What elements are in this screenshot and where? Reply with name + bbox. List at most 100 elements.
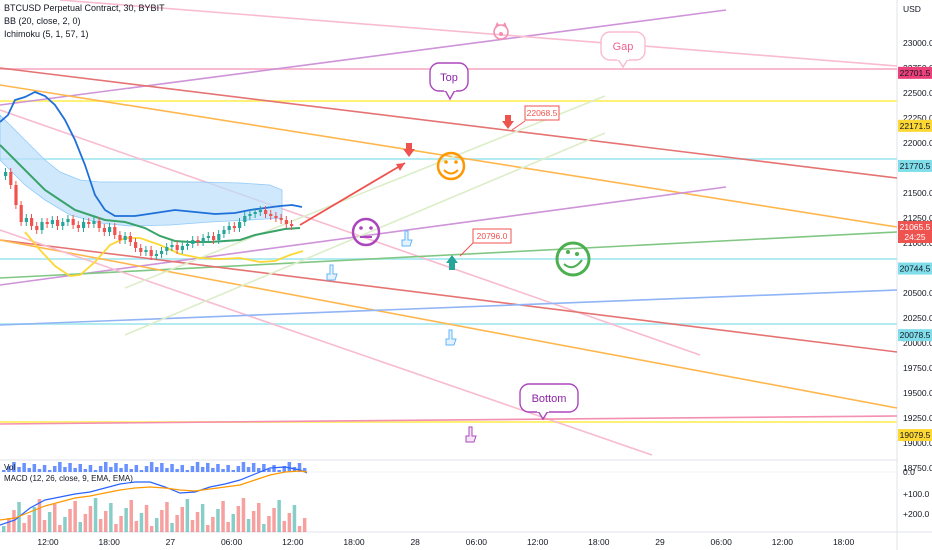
trendline-orange-upper[interactable]	[0, 84, 898, 228]
indicator-bb[interactable]: BB (20, close, 2, 0)	[4, 16, 81, 26]
trendline-orange-lower[interactable]	[0, 239, 898, 409]
candle-body	[253, 212, 257, 214]
channel-line-lower[interactable]	[124, 132, 606, 336]
volume-bar	[78, 522, 82, 532]
volume-bar	[180, 507, 184, 532]
channel-line-upper[interactable]	[124, 95, 606, 289]
volume-bar	[109, 503, 113, 532]
macd-hist-bar	[190, 466, 195, 472]
y-tick-label: 21250.0	[903, 213, 932, 223]
bb-basis-line	[0, 144, 301, 243]
macd-hist-bar	[22, 463, 26, 472]
macd-hist-bar	[155, 467, 159, 472]
macd-hist-bar	[195, 462, 200, 472]
volume-bar	[277, 500, 281, 532]
candle-body	[9, 172, 13, 185]
y-tick-label: 19250.0	[903, 413, 932, 423]
trendline-pink-mid[interactable]	[0, 109, 701, 356]
candle-body	[87, 222, 91, 224]
volume-bar	[104, 511, 108, 532]
macd-hist-bar	[200, 467, 205, 472]
down-arrow-marker-2[interactable]	[502, 115, 514, 129]
projection-arrowhead	[396, 163, 405, 171]
projection-arrow[interactable]	[299, 162, 406, 226]
bb-upper-line	[0, 91, 303, 217]
level-badge-text: 21770.5	[900, 161, 931, 171]
candle-body	[139, 248, 143, 252]
volume-bar	[206, 525, 210, 532]
down-arrow-marker-1[interactable]	[403, 143, 415, 157]
volume-bar	[7, 518, 11, 532]
x-tick-label: 06:00	[221, 537, 243, 547]
indicator-ichimoku[interactable]: Ichimoku (5, 1, 57, 1)	[4, 29, 89, 39]
candle-body	[165, 247, 169, 251]
candle-body	[290, 224, 294, 226]
trendline-pink-bottom[interactable]	[0, 415, 898, 425]
candle-body	[160, 251, 164, 254]
volume-bar	[12, 510, 16, 532]
candle-body	[40, 222, 44, 230]
macd-hist-bar	[160, 463, 164, 472]
candle-body	[196, 240, 200, 242]
volume-bar	[195, 512, 200, 532]
volume-bar	[302, 518, 307, 532]
macd-hist-bar	[144, 466, 149, 472]
time-axis[interactable]: 12:00 18:00 27 06:00 12:00 18:00 28 06:00 12:00 1…	[37, 537, 854, 547]
trendline-blue[interactable]	[0, 289, 898, 326]
candle-body	[128, 236, 132, 242]
trendline-red-upper[interactable]	[0, 67, 898, 179]
candle-body	[243, 216, 247, 222]
macd-axis: 0.0 +100.0 +200.0	[903, 467, 930, 519]
up-arrow-marker[interactable]	[446, 255, 458, 270]
neutral-face-icon[interactable]	[351, 217, 381, 247]
candle-body	[269, 214, 273, 216]
macd-hist-bar	[32, 464, 37, 472]
y-tick-label: 19500.0	[903, 388, 932, 398]
volume-bar	[58, 525, 62, 532]
smile-face-icon[interactable]	[436, 151, 466, 181]
candle-body	[274, 216, 278, 218]
macd-hist-bar	[124, 464, 128, 472]
volume-bar	[73, 501, 77, 532]
volume-bar	[160, 510, 164, 532]
x-tick-label: 12:00	[282, 537, 304, 547]
trendline-purple-upper[interactable]	[0, 9, 727, 106]
macd-hist-bar	[119, 468, 123, 472]
indicator-vol[interactable]: Vol	[4, 463, 16, 472]
volume-bar	[114, 524, 118, 532]
hand-pointer-icon-1[interactable]	[326, 264, 338, 281]
trendline-red-lower[interactable]	[0, 239, 898, 353]
price-tag-22068[interactable]: 22068.5	[511, 105, 560, 131]
candle-body	[232, 226, 236, 228]
annotation-bottom[interactable]: Bottom	[519, 383, 579, 421]
trendline-green[interactable]	[0, 231, 898, 279]
trendline-pink-top[interactable]	[59, 0, 898, 67]
macd-pane[interactable]	[0, 462, 897, 532]
volume-bar	[175, 515, 179, 532]
candles-group	[4, 168, 294, 260]
ichimoku-cloud	[0, 114, 283, 227]
volume-bar	[63, 517, 67, 532]
hand-pointer-icon-2[interactable]	[401, 230, 413, 247]
symbol-title[interactable]: BTCUSD Perpetual Contract, 30, BYBIT	[4, 3, 165, 13]
indicator-macd[interactable]: MACD (12, 26, close, 9, EMA, EMA)	[4, 474, 133, 483]
last-price-badge: 21065.5 24:25	[898, 221, 932, 243]
pig-icon[interactable]	[493, 22, 509, 40]
volume-bar	[226, 522, 230, 532]
y-tick-label: 19750.0	[903, 363, 932, 373]
candle-body	[66, 219, 70, 222]
macd-hist-bar	[246, 467, 251, 472]
macd-hist-bar	[114, 463, 118, 472]
sideways-face-icon[interactable]	[555, 241, 591, 277]
price-axis[interactable]: 23000.022750.022500.022250.022000.021750…	[903, 38, 932, 473]
hand-pointer-icon-4[interactable]	[465, 426, 477, 443]
annotation-top[interactable]: Top	[429, 62, 469, 101]
level-badge-text: 20744.5	[900, 264, 931, 274]
y-tick-label: 23000.0	[903, 38, 932, 48]
volume-bar	[241, 498, 246, 532]
annotation-gap[interactable]: Gap	[600, 31, 646, 69]
candle-body	[4, 172, 8, 176]
hand-pointer-icon-3[interactable]	[445, 329, 457, 346]
price-tag-20796[interactable]: 20796.0	[459, 228, 512, 257]
